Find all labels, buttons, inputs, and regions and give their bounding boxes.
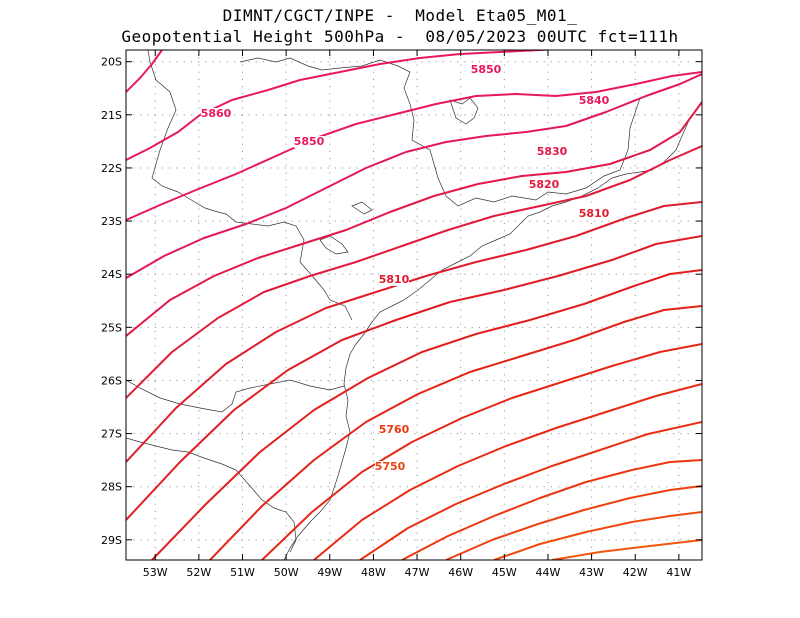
height-isoline [126,201,702,463]
contour-label-background [529,179,559,191]
reservoir-shape-3 [351,201,373,215]
reservoir-shape [449,97,479,125]
lat-tick-label: 29S [101,534,122,547]
height-isoline [493,511,702,560]
lat-tick-label: 22S [101,162,122,175]
atlantic-coastline [283,103,701,560]
height-isoline [126,71,702,221]
lat-tick-label: 21S [101,109,122,122]
height-isoline [445,485,702,560]
lat-tick-label: 26S [101,374,122,387]
lon-tick-label: 44W [536,566,561,579]
contour-label: 5840 [579,94,610,107]
lat-tick-label: 27S [101,428,122,441]
lon-tick-label: 52W [186,566,211,579]
height-isoline [151,269,702,560]
contour-label: 5860 [201,107,232,120]
map-frame [125,49,703,561]
height-isoline [261,343,702,560]
lon-tick-label: 43W [579,566,604,579]
state-border-south [126,379,345,413]
height-isoline [359,421,702,560]
height-isoline [209,305,702,560]
lon-tick-label: 45W [492,566,517,579]
height-isoline [126,145,702,399]
lon-tick-label: 42W [623,566,648,579]
lat-tick-label: 20S [101,56,122,69]
lon-tick-label: 46W [448,566,473,579]
contour-label-background [375,461,405,473]
lat-tick-label: 28S [101,481,122,494]
height-isoline [126,235,702,521]
contour-label: 5820 [529,178,560,191]
map-title-line-1: DIMNT/CGCT/INPE - Model Eta05_M01_ [222,6,578,25]
contour-label: 5850 [471,63,502,76]
height-isoline [126,50,561,161]
country-border [126,437,297,553]
map-gridlines [126,50,702,560]
map-plot-area [126,50,702,560]
lon-tick-label: 47W [405,566,430,579]
height-isoline [126,73,702,279]
contour-labels: 5850 5840 5860 5850 5830 5820 5810 5810 5760 5750 [201,63,610,473]
height-isoline [551,539,702,560]
contour-label: 5830 [537,145,568,158]
lat-tick-label: 25S [101,321,122,334]
contour-label: 5750 [375,460,406,473]
contour-label-background [579,95,609,107]
contour-label-background [537,146,567,158]
height-isoline [313,383,702,560]
contour-label: 5850 [294,135,325,148]
lon-tick-label: 51W [230,566,255,579]
height-contours [126,50,702,560]
lat-tick-label: 24S [101,268,122,281]
contour-label: 5760 [379,423,410,436]
lon-tick-label: 49W [317,566,342,579]
contour-label-background [201,108,231,120]
height-isoline [126,50,163,93]
contour-label-background [579,208,609,220]
contour-label: 5810 [379,273,410,286]
contour-label-background [379,274,409,286]
contour-label-background [294,136,324,148]
contour-label: 5810 [579,207,610,220]
lat-tick-label: 23S [101,215,122,228]
contour-label-background [471,64,501,76]
lon-tick-label: 41W [666,566,691,579]
state-border-north [239,57,641,207]
height-isoline [126,101,702,337]
height-isoline [401,459,702,560]
lon-tick-label: 53W [143,566,168,579]
lon-tick-label: 48W [361,566,386,579]
axis-ticks: 20S 21S 22S 23S 24S 25S 26S 27S 28S 29S 53W 52W 51W 5… [101,50,702,579]
lon-tick-label: 50W [274,566,299,579]
contour-label-background [379,424,409,436]
map-title-line-2: Geopotential Height 500hPa - 08/05/2023 … [121,27,679,46]
